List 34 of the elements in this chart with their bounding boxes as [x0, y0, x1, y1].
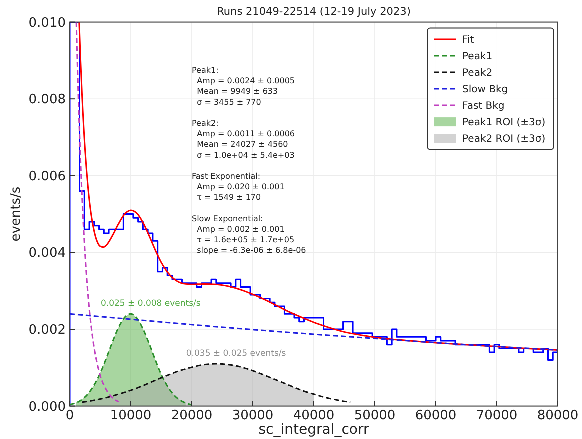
x-tick-label: 30000 — [232, 408, 274, 424]
x-tick-label: 10000 — [110, 408, 152, 424]
line-series — [81, 363, 352, 404]
annotation: 0.035 ± 0.025 events/s — [186, 349, 287, 360]
x-axis-title: sc_integral_corr — [258, 422, 370, 438]
line-series — [78, 22, 558, 351]
y-tick-label: 0.004 — [28, 246, 66, 262]
annotation: 0.025 ± 0.008 events/s — [101, 299, 202, 310]
x-tick-label: 80000 — [537, 408, 579, 424]
x-tick-label: 60000 — [415, 408, 457, 424]
x-tick-label: 0 — [66, 408, 74, 424]
y-tick-label: 0.000 — [28, 400, 66, 415]
annotation: Fast Exponential: Amp = 0.020 ± 0.001 τ = 1549 ± 170 — [192, 172, 285, 202]
legend-label: Peak1 ROI (±3σ) — [462, 118, 546, 129]
x-tick-label: 70000 — [476, 408, 518, 424]
chart-title: Runs 21049-22514 (12-19 July 2023) — [217, 6, 411, 18]
line-series — [70, 313, 558, 351]
x-tick-label: 20000 — [171, 408, 213, 424]
legend-label: Peak2 ROI (±3σ) — [462, 134, 546, 146]
legend-label: Peak1 — [462, 52, 493, 63]
y-tick-label: 0.002 — [28, 323, 66, 338]
legend-label: Fast Bkg — [462, 101, 505, 112]
legend-label: Fit — [462, 35, 474, 46]
annotation: Peak2: Amp = 0.0011 ± 0.0006 Mean = 24027 ± 4560 σ = 1.0e+04 ± 5.4e+03 — [192, 119, 295, 160]
annotation: Slow Exponential: Amp = 0.002 ± 0.001 τ = 1.6e+05 ± 1.7e+05 slope = -6.3e-06 ± 6.8e-06 — [192, 214, 306, 256]
annotation: Peak1: Amp = 0.0024 ± 0.0005 Mean = 9949 ± 633 σ = 3455 ± 770 — [192, 66, 295, 107]
x-tick-label: 50000 — [354, 408, 396, 424]
y-tick-label: 0.006 — [28, 169, 66, 184]
y-tick-label: 0.008 — [28, 92, 66, 108]
legend-label: Slow Bkg — [462, 84, 508, 96]
y-axis-title: events/s — [9, 186, 24, 242]
legend-label: Peak2 — [462, 68, 493, 80]
x-tick-label: 40000 — [293, 408, 335, 424]
y-tick-label: 0.010 — [28, 16, 66, 31]
